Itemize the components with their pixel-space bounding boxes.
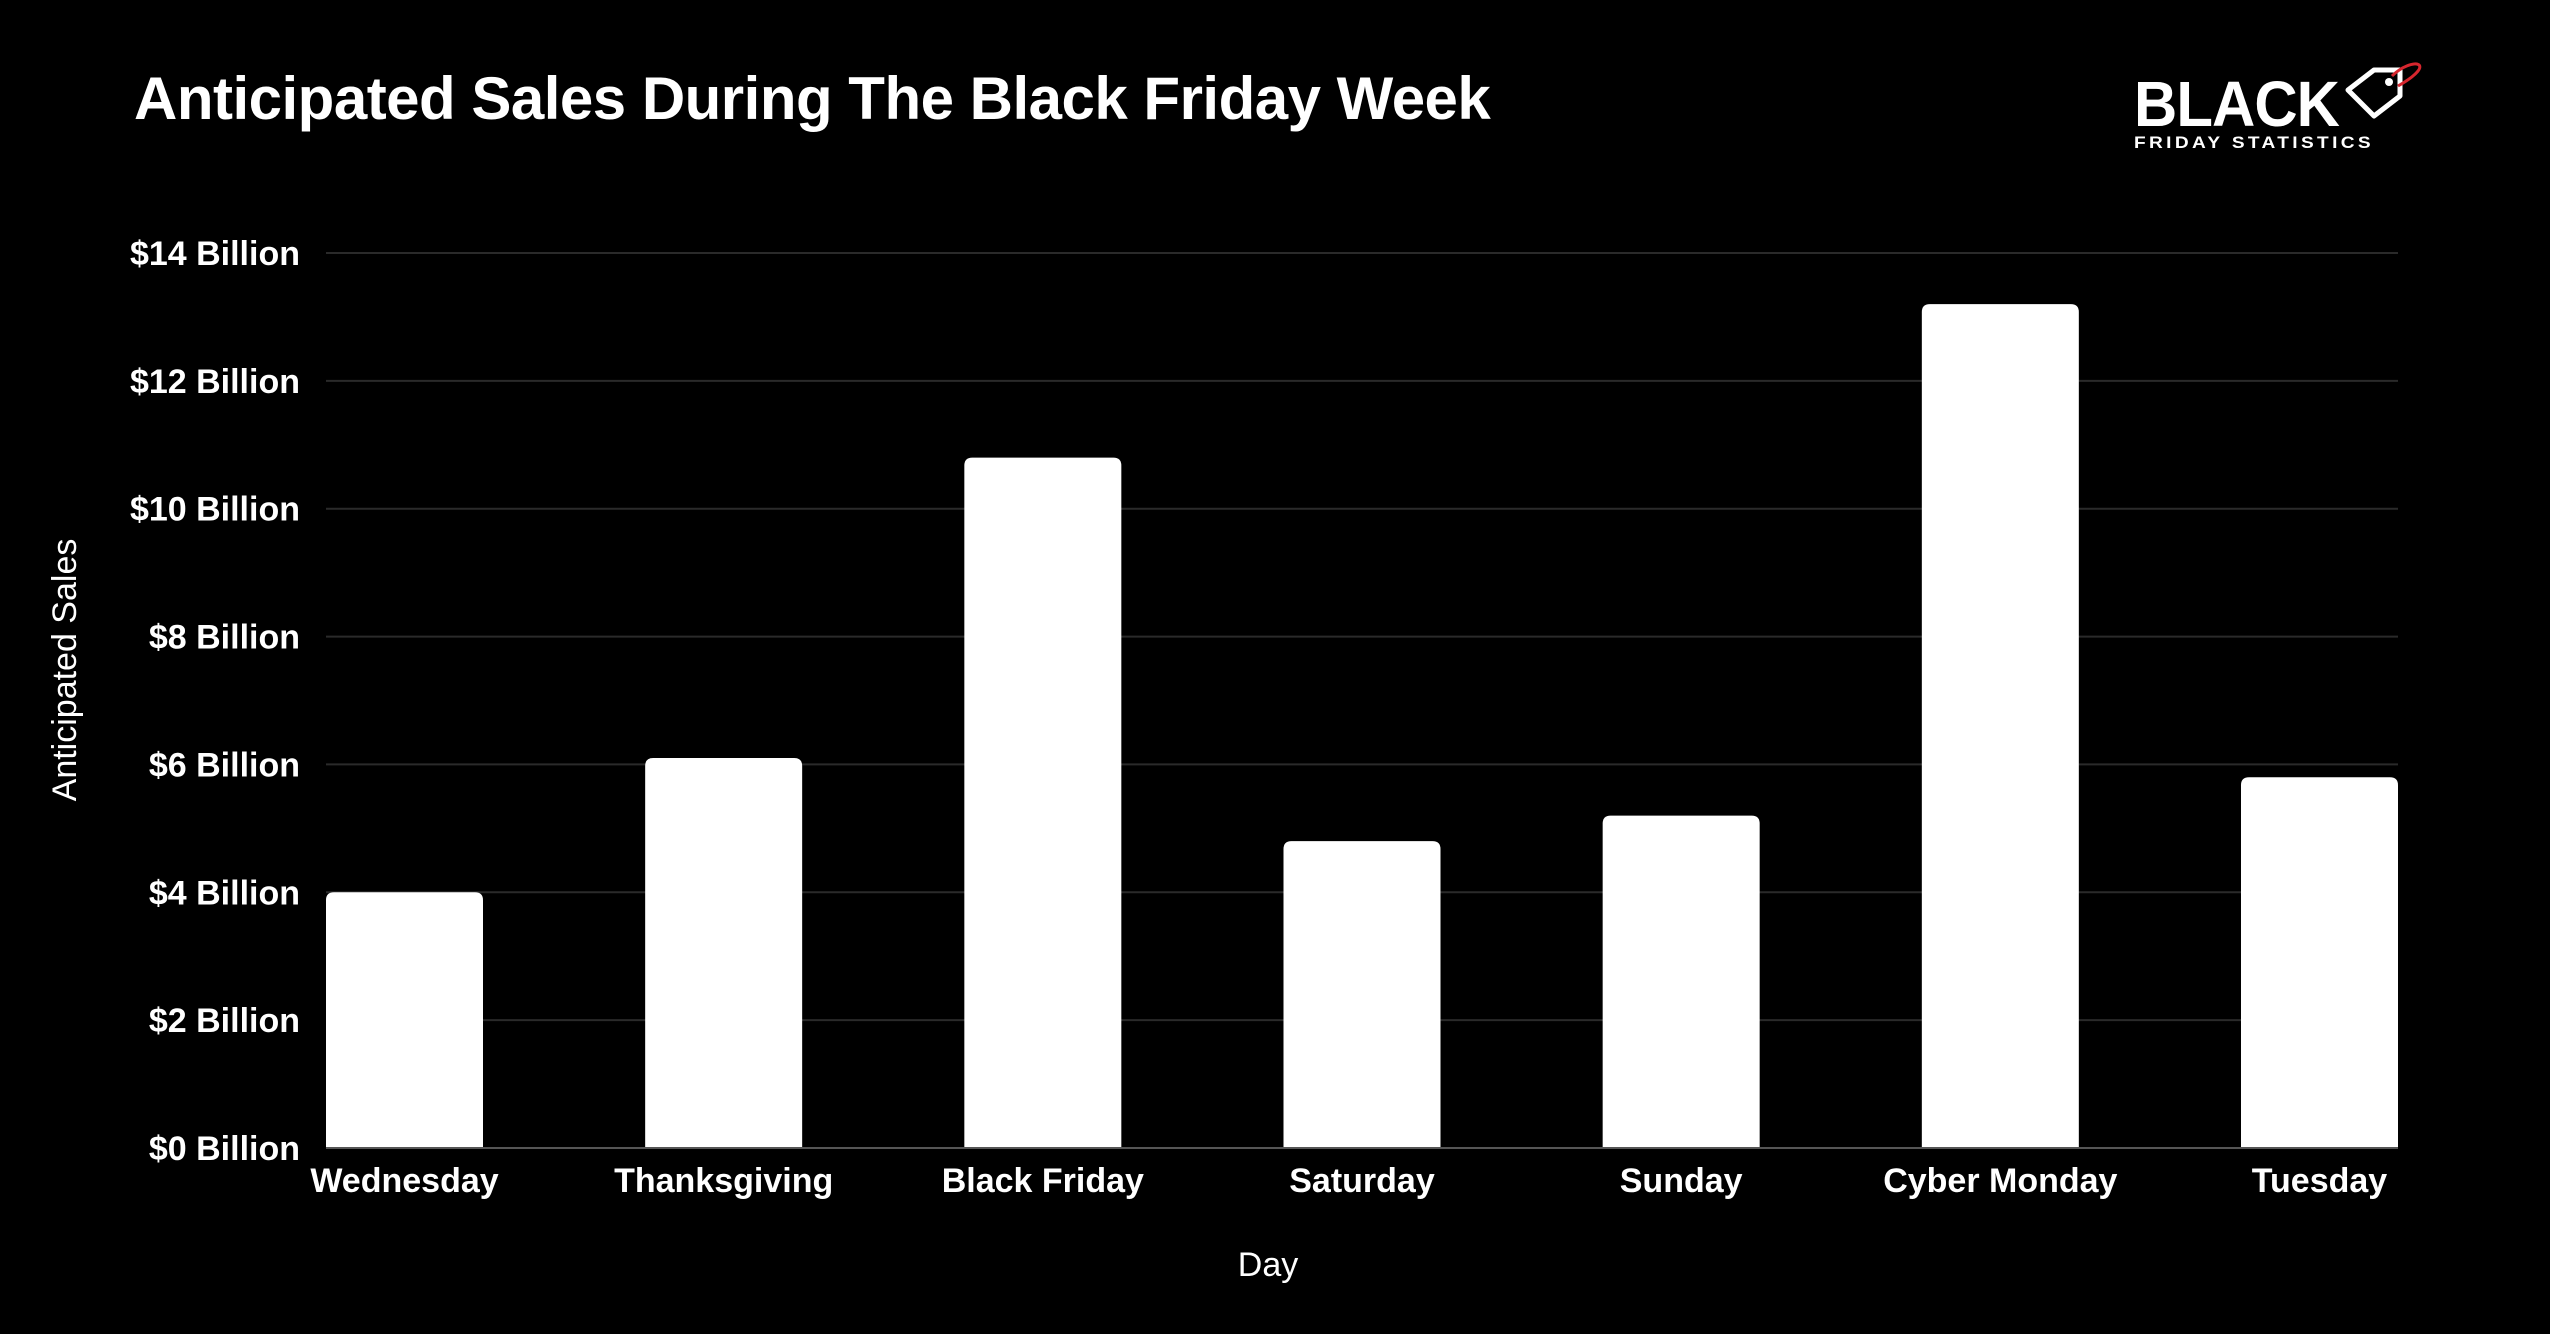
brand-logo: BLACK FRIDAY STATISTICS [2134, 62, 2422, 152]
bars [326, 304, 2398, 1149]
x-tick-label: Saturday [1289, 1162, 1435, 1200]
x-axis-label: Day [1238, 1246, 1298, 1284]
y-axis-ticks: $0 Billion $2 Billion $4 Billion $6 Billion… [130, 235, 300, 1168]
price-tag-hole-icon [2385, 78, 2393, 86]
x-tick-label: Wednesday [310, 1162, 498, 1200]
bar [1602, 815, 1760, 1148]
bar [1921, 304, 2079, 1149]
x-tick-label: Cyber Monday [1883, 1162, 2117, 1200]
price-tag-icon [2345, 67, 2403, 119]
y-tick-label: $2 Billion [149, 1002, 300, 1040]
x-tick-label: Black Friday [942, 1162, 1144, 1200]
bar [1283, 841, 1441, 1148]
y-tick-label: $14 Billion [130, 235, 300, 273]
y-tick-label: $8 Billion [149, 619, 300, 657]
bar [645, 758, 803, 1148]
bar [964, 457, 1122, 1149]
tag-string-icon [2390, 62, 2422, 88]
y-tick-label: $10 Billion [130, 491, 300, 529]
x-tick-label: Sunday [1620, 1162, 1743, 1200]
chart-title: Anticipated Sales During The Black Frida… [134, 65, 1491, 132]
brand-wordmark: BLACK [2134, 68, 2340, 140]
y-tick-label: $0 Billion [149, 1130, 300, 1168]
bar [2241, 777, 2398, 1148]
y-tick-label: $4 Billion [149, 874, 300, 912]
y-tick-label: $12 Billion [130, 363, 300, 401]
x-tick-label: Tuesday [2252, 1162, 2388, 1200]
bar [326, 892, 483, 1148]
y-axis-label: Anticipated Sales [46, 539, 84, 802]
x-tick-label: Thanksgiving [614, 1162, 833, 1200]
y-tick-label: $6 Billion [149, 746, 300, 784]
brand-tagline: FRIDAY STATISTICS [2134, 133, 2374, 152]
x-axis-ticks: Wednesday Thanksgiving Black Friday Saturda… [310, 1162, 2387, 1200]
